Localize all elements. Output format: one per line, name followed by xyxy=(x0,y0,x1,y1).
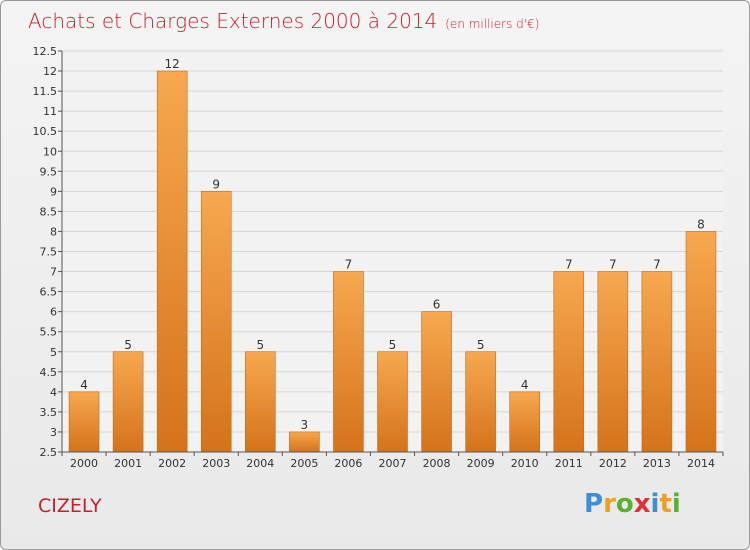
chart-title: Achats et Charges Externes 2000 à 2014 (e… xyxy=(28,9,539,33)
y-tick-label: 11 xyxy=(43,105,57,118)
y-tick-label: 3 xyxy=(50,426,57,439)
bar-2010 xyxy=(509,391,540,453)
y-tick-label: 4 xyxy=(50,386,57,399)
y-tick-label: 8.5 xyxy=(40,205,58,218)
data-label-2005: 3 xyxy=(301,418,309,432)
data-label-2011: 7 xyxy=(565,258,573,272)
logo-letter: x xyxy=(633,489,651,519)
x-tick-label-2008: 2008 xyxy=(423,457,451,470)
x-tick-label-2006: 2006 xyxy=(334,457,362,470)
x-tick-label-2013: 2013 xyxy=(643,457,671,470)
data-label-2002: 12 xyxy=(165,57,180,71)
bar-2012 xyxy=(597,271,629,453)
y-tick-label: 6.5 xyxy=(40,286,58,299)
bar-2000 xyxy=(68,391,100,453)
logo-letter: r xyxy=(603,489,616,519)
bar-2013 xyxy=(641,271,673,453)
x-tick-label-2007: 2007 xyxy=(379,457,407,470)
data-label-2007: 5 xyxy=(389,338,397,352)
logo-letter: i xyxy=(671,489,681,519)
x-tick-label-2005: 2005 xyxy=(290,457,318,470)
commune-name: CIZELY xyxy=(38,495,102,517)
x-tick-label-2010: 2010 xyxy=(511,457,539,470)
data-label-2006: 7 xyxy=(345,258,353,272)
y-tick-label: 5.5 xyxy=(40,326,58,339)
bar-2014 xyxy=(685,231,717,453)
bar-2008 xyxy=(421,311,452,453)
title-text: Achats et Charges Externes 2000 à 2014 xyxy=(28,9,438,33)
data-label-2009: 5 xyxy=(477,338,485,352)
x-tick-label-2014: 2014 xyxy=(687,457,715,470)
y-tick-label: 6 xyxy=(50,306,57,319)
x-tick-label-2001: 2001 xyxy=(114,457,142,470)
x-tick-label-2011: 2011 xyxy=(555,457,583,470)
logo-letter: t xyxy=(659,489,672,519)
data-label-2010: 4 xyxy=(521,378,529,392)
bar-2001 xyxy=(112,351,144,453)
data-label-2000: 4 xyxy=(80,378,88,392)
data-label-2003: 9 xyxy=(212,177,220,191)
y-tick-label: 9 xyxy=(50,185,57,198)
y-tick-label: 7.5 xyxy=(40,246,58,259)
y-tick-label: 2.5 xyxy=(40,446,58,459)
logo-letter: o xyxy=(615,489,634,519)
x-tick-label-2002: 2002 xyxy=(158,457,186,470)
bar-2003 xyxy=(200,191,232,453)
bar-2006 xyxy=(333,271,364,453)
y-tick-label: 9.5 xyxy=(40,165,58,178)
y-tick-label: 3.5 xyxy=(40,406,58,419)
y-tick-label: 5 xyxy=(50,346,57,359)
data-label-2004: 5 xyxy=(256,338,264,352)
x-tick-label-2004: 2004 xyxy=(246,457,274,470)
logo-letter: P xyxy=(584,489,604,519)
data-label-2014: 8 xyxy=(697,217,705,231)
bar-2002 xyxy=(156,70,188,453)
y-tick-label: 8 xyxy=(50,225,57,238)
x-tick-label-2009: 2009 xyxy=(467,457,495,470)
bar-2007 xyxy=(377,351,408,453)
chart-subtitle: (en milliers d'€) xyxy=(445,17,540,31)
logo-letter: i xyxy=(650,489,660,519)
x-tick-label-2000: 2000 xyxy=(70,457,98,470)
bar-2011 xyxy=(553,271,585,453)
bar-2009 xyxy=(465,351,496,453)
data-label-2008: 6 xyxy=(433,298,441,312)
data-label-2001: 5 xyxy=(124,338,132,352)
bar-2005 xyxy=(289,431,320,453)
data-label-2013: 7 xyxy=(653,258,661,272)
y-tick-label: 10.5 xyxy=(33,125,58,138)
x-tick-label-2012: 2012 xyxy=(599,457,627,470)
y-tick-label: 10 xyxy=(43,145,57,158)
y-tick-label: 4.5 xyxy=(40,366,58,379)
proxiti-logo: Proxiti xyxy=(584,489,681,519)
y-tick-label: 12 xyxy=(43,65,57,78)
y-tick-label: 12.5 xyxy=(33,45,58,58)
y-tick-label: 7 xyxy=(50,266,57,279)
x-tick-label-2003: 2003 xyxy=(202,457,230,470)
y-tick-label: 11.5 xyxy=(33,85,58,98)
bar-2004 xyxy=(245,351,276,453)
data-label-2012: 7 xyxy=(609,258,617,272)
